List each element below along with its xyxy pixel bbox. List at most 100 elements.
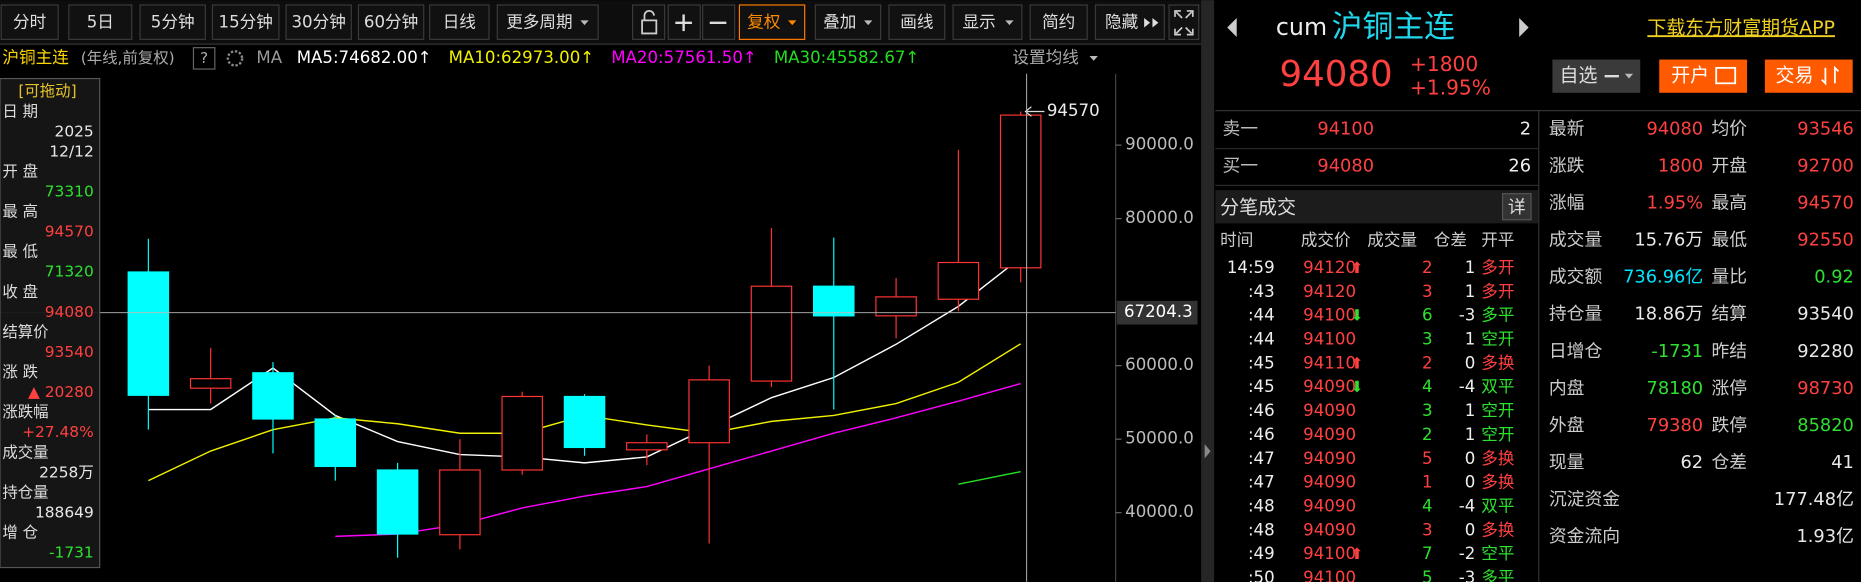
info-value: -1731 [49,544,94,562]
tick-volume: 7 [1422,544,1433,563]
toolbar-button[interactable] [814,4,882,40]
drag-hint: [可拖动] [18,82,76,100]
info-value: 71320 [45,263,94,281]
tick-arrow: ⬆ [1351,545,1364,563]
info-value: 12/12 [49,142,93,160]
tick-diff: -4 [1459,377,1476,396]
prev-icon[interactable] [1227,18,1237,38]
info-label: 日 期 [2,102,38,120]
tick-price: 94100 [1303,330,1356,349]
trade-icon [1821,65,1840,86]
candle-body [252,372,294,420]
fullscreen-button[interactable] [1168,4,1200,40]
y-tick-label: 80000.0 [1125,208,1194,227]
quote-change-pct: +1.95% [1410,76,1491,100]
stat-value: 93546 [1797,119,1854,140]
detail-label: 详 [1508,197,1526,218]
stat-value: 94080 [1647,119,1704,140]
ticks-column: 仓差 [1434,231,1467,250]
stat-label: 结算 [1711,304,1747,325]
toolbar-button[interactable] [1029,4,1088,40]
tick-diff: 1 [1465,282,1476,301]
tick-time: 14:59 [1227,258,1275,277]
toolbar-button-label: 画线 [900,12,933,31]
y-tick-label: 60000.0 [1125,355,1194,374]
trade-button[interactable] [1764,59,1853,93]
period-label: 更多周期 [506,12,572,31]
open-button[interactable] [1659,59,1748,93]
y-tick-label: 50000.0 [1125,429,1194,448]
stat-label: 成交量 [1549,230,1602,251]
tick-volume: 3 [1422,282,1433,301]
tick-type: 多换 [1481,473,1515,492]
app-link[interactable]: 下载东方财富期货APP [1647,17,1835,39]
ma-line [958,470,1021,485]
tick-price: 94120 [1303,258,1356,277]
high-label: 94570 [1047,101,1100,120]
stat-value: 98730 [1797,378,1854,399]
period-button[interactable] [429,4,490,40]
tick-diff: -2 [1459,544,1476,563]
tick-time: :49 [1248,544,1275,563]
stat-value: 177.48亿 [1774,489,1854,510]
next-icon[interactable] [1519,18,1529,38]
stat-label: 涨跌 [1549,156,1585,177]
toolbar-button[interactable] [888,4,946,40]
info-value: 2258万 [39,463,94,481]
stat-value: 62 [1680,452,1703,473]
trade-label: 交易 [1776,65,1814,87]
period-button[interactable] [139,4,206,40]
stat-value: 92280 [1797,341,1854,362]
fullscreen-icon [1174,10,1194,36]
stat-value: 1.95% [1647,193,1704,214]
candle-body [999,114,1042,269]
quote-name: 沪铜主连 [1332,9,1456,45]
stat-label: 涨幅 [1549,193,1585,214]
legend-entry: MA20:57561.50↑ [611,48,757,67]
tick-price: 94090 [1303,377,1356,396]
stat-label: 现量 [1549,452,1585,473]
info-value: 2025 [55,122,94,140]
caret [788,20,797,26]
legend-entry: MA30:45582.67↑ [774,48,920,67]
y-tick-label: 90000.0 [1125,135,1194,154]
stat-label: 成交额 [1549,267,1603,288]
candle-body [813,285,855,317]
tick-type: 双平 [1481,377,1514,396]
stat-value: 736.96亿 [1623,267,1703,288]
watch-button[interactable] [1552,59,1641,93]
info-label: 涨跌幅 [2,403,48,421]
stats-divider [1538,110,1540,582]
book-price: 94100 [1317,119,1374,140]
period-button[interactable] [0,4,59,40]
stat-value: 78180 [1647,378,1704,399]
open-icon [1715,66,1737,85]
candle-body [937,261,980,300]
period-button[interactable] [285,4,352,40]
stat-label: 昨结 [1711,341,1747,362]
tick-arrow: ⬇ [1351,307,1364,325]
ma-settings: 设置均线 [1012,48,1078,67]
fold-icon [1144,18,1159,28]
tick-volume: 2 [1422,353,1433,372]
period-button[interactable] [496,4,599,40]
tick-volume: 5 [1422,568,1433,582]
tick-diff: -4 [1459,497,1476,516]
tick-arrow: ⬆ [1351,259,1364,277]
legend-entry: MA10:62973.00↑ [449,48,595,67]
detail-box[interactable] [1501,193,1532,221]
candle-body [688,379,730,444]
tick-time: :44 [1248,306,1275,325]
book-price: 94080 [1317,155,1374,176]
stat-value: 0.92 [1814,267,1854,288]
caret [1005,20,1014,26]
period-button[interactable] [357,4,425,40]
period-label: 5日 [87,12,114,31]
stat-label: 持仓量 [1549,304,1602,325]
period-button[interactable] [211,4,280,40]
splitter[interactable] [1201,0,1215,582]
toolbar-button-label: 简约 [1042,12,1075,31]
period-button[interactable] [68,4,133,40]
